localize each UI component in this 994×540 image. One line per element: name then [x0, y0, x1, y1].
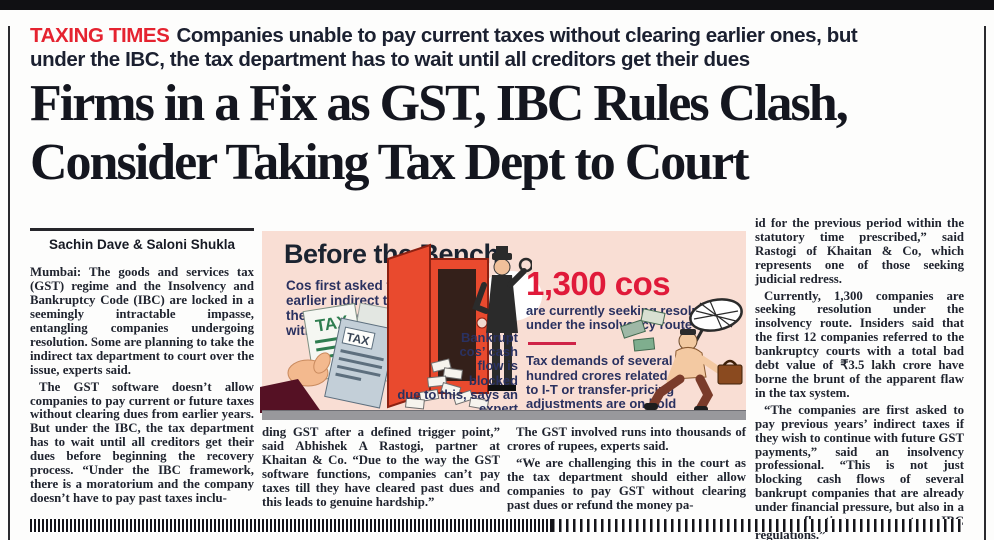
butterfly-net [670, 298, 743, 386]
door-knob [476, 317, 488, 329]
infographic-stat-block: 1,300 cos are currently seeking resoluti… [526, 267, 731, 411]
headline-line-2: Consider Taking Tax Dept to Court [30, 134, 750, 191]
byline: Sachin Dave & Saloni Shukla [48, 236, 236, 252]
kicker: TAXING TIMES Companies unable to pay curr… [30, 24, 962, 72]
barcode-sparse-segment [551, 519, 962, 532]
tax-label: TAX [345, 330, 371, 348]
paragraph-text: The goods and services tax (GST) regime … [30, 265, 254, 377]
paragraph: ding GST after a defined trigger point,”… [262, 425, 500, 509]
paragraph: The GST involved runs into thousands of … [507, 425, 746, 453]
raised-arm [507, 268, 527, 288]
money-pile [404, 358, 490, 411]
paragraph: “The companies are first asked to pay pr… [755, 402, 964, 540]
top-border-bar [0, 0, 994, 10]
paragraph: Currently, 1,300 companies are seeking r… [755, 288, 964, 400]
dateline: Mumbai: [30, 265, 82, 280]
paragraph: The GST software doesn’t allow companies… [30, 379, 254, 505]
article-column-1: Sachin Dave & Saloni Shukla Mumbai: The … [30, 228, 254, 506]
flying-banknotes [620, 308, 666, 352]
paragraph: Mumbai: The goods and services tax (GST)… [30, 265, 254, 377]
sleeve [260, 379, 322, 413]
paragraph: id for the previous period within the st… [755, 216, 964, 286]
headline: Firms in a Fix as GST, IBC Rules Clash, … [30, 74, 970, 192]
article-column-4: id for the previous period within the st… [755, 216, 964, 540]
infographic-before-the-bench: Before the Bench Cos first asked to clea… [260, 231, 746, 420]
infographic-ground-bar [262, 410, 746, 420]
hand-with-tax-papers-illustration: TAX TAX [260, 302, 410, 413]
red-divider-rule [528, 342, 576, 346]
infographic-hold-note: Tax demands of several hundred crores re… [526, 353, 677, 412]
running-man [644, 329, 743, 413]
barcode-dense-segment [30, 519, 552, 532]
briefcase [717, 364, 743, 385]
magnifying-glass-icon [518, 257, 532, 273]
leg-front [695, 374, 714, 413]
running-man-with-net-illustration [620, 298, 743, 413]
infographic-expert-note: Bankrupt cos’ cash flow is blocked due t… [397, 330, 518, 417]
article-column-2: ding GST after a defined trigger point,”… [262, 425, 500, 509]
left-page-rule [8, 26, 10, 540]
paragraph: “We are challenging this in the court as… [507, 455, 746, 512]
right-page-rule [984, 26, 986, 540]
kicker-text: Companies unable to pay current taxes wi… [30, 24, 858, 71]
article-column-3: The GST involved runs into thousands of … [507, 425, 746, 512]
judge-figure [472, 246, 532, 391]
vault-door-judge-illustration [387, 243, 532, 411]
headline-line-1: Firms in a Fix as GST, IBC Rules Clash, [30, 75, 849, 132]
stat-value: 1,300 cos [526, 265, 671, 302]
kicker-label: TAXING TIMES [30, 24, 170, 47]
barcode-strip [30, 519, 962, 532]
leg-back [647, 374, 685, 412]
byline-rule [30, 228, 254, 231]
